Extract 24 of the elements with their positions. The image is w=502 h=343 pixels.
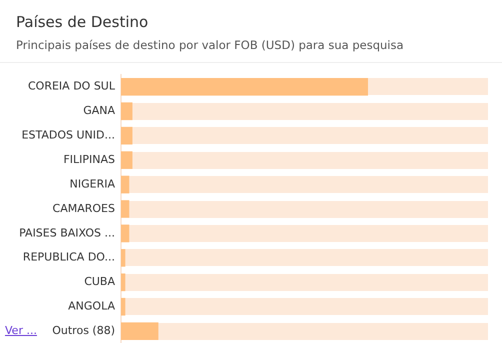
y-tick-label: REPUBLICA DO... [22, 250, 115, 264]
bar [121, 249, 126, 267]
y-tick-label: NIGERIA [70, 177, 116, 190]
y-tick-label: CAMAROES [52, 202, 116, 215]
y-tick-label: ESTADOS UNID... [22, 128, 115, 142]
y-tick-label: GANA [83, 104, 116, 118]
bar [121, 176, 130, 194]
y-tick-label: FILIPINAS [63, 152, 116, 166]
y-tick-label: Outros (88) [52, 324, 115, 338]
bar [121, 126, 132, 145]
y-tick-label: COREIA DO SUL [28, 80, 116, 93]
chart-title: Países de Destino [16, 13, 148, 31]
y-tick-label: ANGOLA [68, 300, 116, 313]
text: Ver ... [5, 323, 37, 340]
bar [121, 200, 130, 218]
chart-subtitle: Principais países de destino por valor FOB (USD) para sua pesquisa [16, 38, 404, 52]
bar [121, 273, 126, 292]
y-tick-label: PAISES BAIXOS ... [19, 226, 115, 240]
bar [121, 151, 132, 169]
bar [121, 102, 132, 120]
bar [121, 322, 158, 340]
bar [121, 298, 126, 316]
bar [121, 224, 130, 242]
y-tick-label: CUBA [84, 275, 116, 288]
